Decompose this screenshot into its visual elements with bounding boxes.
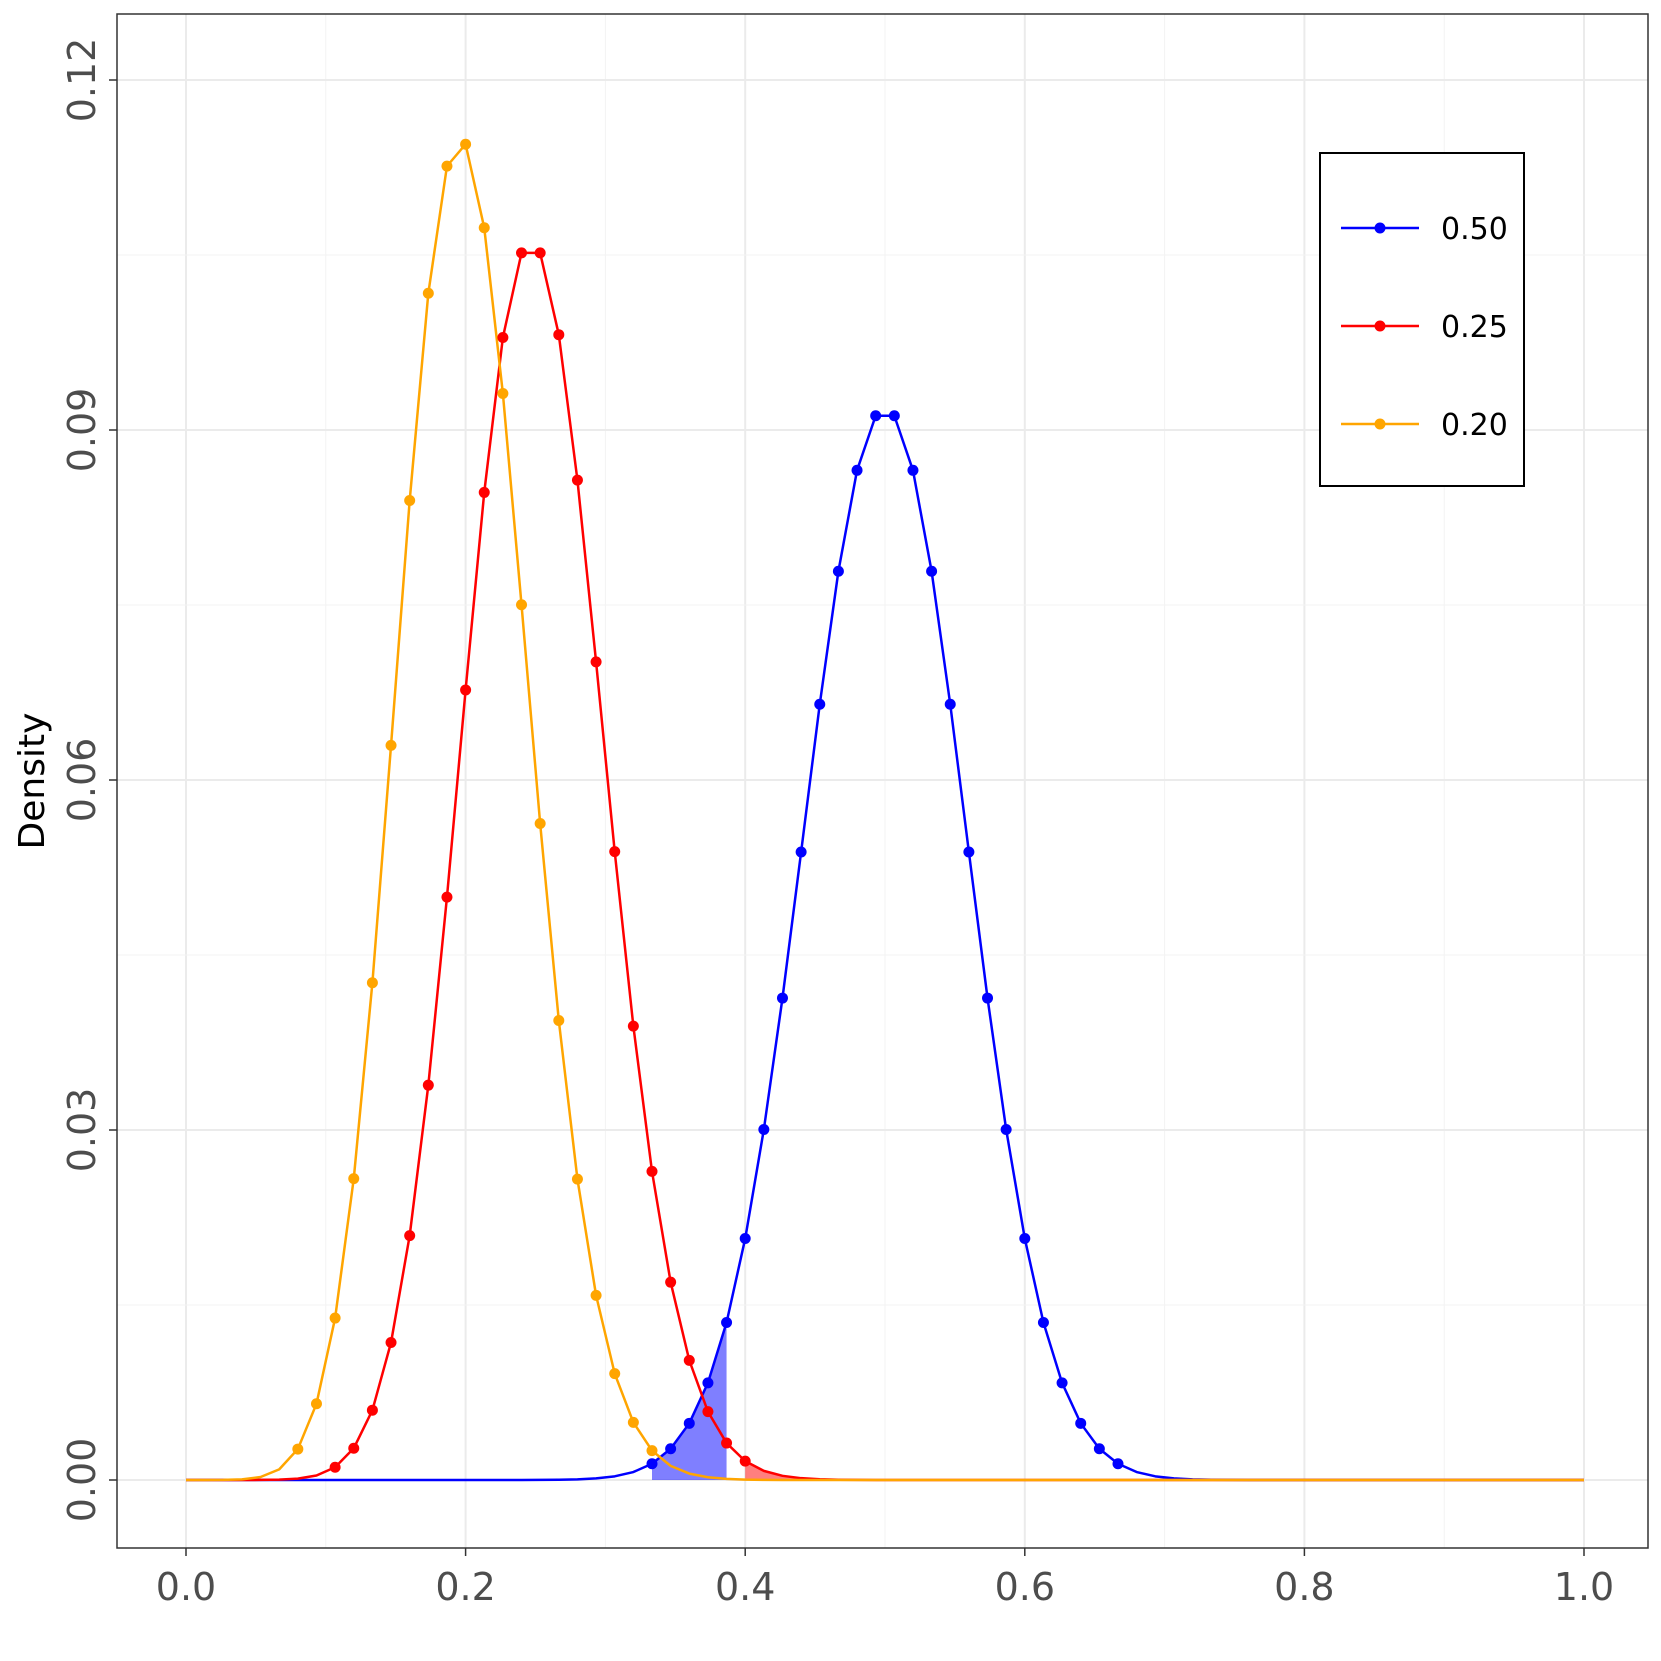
data-point-0.50 bbox=[907, 464, 919, 476]
data-point-0.20 bbox=[571, 1173, 583, 1185]
data-point-0.50 bbox=[739, 1233, 751, 1245]
data-point-0.20 bbox=[422, 287, 434, 299]
data-point-0.25 bbox=[590, 656, 602, 668]
y-axis-title: Density bbox=[12, 713, 53, 850]
legend-key-marker-0.50 bbox=[1374, 222, 1386, 234]
data-point-0.25 bbox=[385, 1337, 397, 1349]
series-lines bbox=[185, 142, 1584, 1482]
data-point-0.50 bbox=[1056, 1377, 1068, 1389]
y-tick-label: 0.03 bbox=[60, 1088, 104, 1173]
data-point-0.20 bbox=[516, 599, 528, 611]
data-point-0.50 bbox=[944, 698, 956, 710]
data-point-0.50 bbox=[721, 1317, 733, 1329]
data-point-0.25 bbox=[609, 846, 621, 858]
data-point-0.50 bbox=[870, 410, 882, 422]
data-point-0.50 bbox=[1093, 1443, 1105, 1455]
legend-label-0.50: 0.50 bbox=[1441, 212, 1508, 247]
data-point-0.25 bbox=[404, 1230, 416, 1242]
data-point-0.25 bbox=[627, 1020, 639, 1032]
data-point-0.25 bbox=[646, 1165, 658, 1177]
data-point-0.50 bbox=[963, 846, 975, 858]
data-point-0.50 bbox=[814, 698, 826, 710]
data-point-0.20 bbox=[404, 494, 416, 506]
data-point-0.20 bbox=[534, 818, 546, 830]
data-point-0.20 bbox=[609, 1368, 621, 1380]
data-point-0.25 bbox=[516, 247, 528, 259]
data-point-0.50 bbox=[1037, 1317, 1049, 1329]
data-point-0.20 bbox=[646, 1445, 658, 1457]
y-tick-label: 0.00 bbox=[60, 1438, 104, 1523]
data-point-0.20 bbox=[553, 1014, 565, 1026]
data-point-0.50 bbox=[1075, 1417, 1087, 1429]
x-tick-label: 0.4 bbox=[715, 1565, 775, 1609]
data-point-0.50 bbox=[851, 464, 863, 476]
data-point-0.25 bbox=[366, 1404, 378, 1416]
data-point-0.25 bbox=[553, 329, 565, 341]
data-point-0.20 bbox=[366, 977, 378, 989]
y-tick-label: 0.12 bbox=[60, 38, 104, 123]
data-point-0.50 bbox=[795, 846, 807, 858]
data-point-0.20 bbox=[441, 160, 453, 172]
data-point-0.25 bbox=[478, 486, 490, 498]
data-point-0.20 bbox=[460, 138, 472, 150]
data-point-0.25 bbox=[497, 332, 509, 344]
data-point-0.50 bbox=[1112, 1458, 1124, 1470]
series-line-0.20 bbox=[185, 142, 1584, 1482]
data-point-0.20 bbox=[497, 387, 509, 399]
data-point-0.20 bbox=[292, 1443, 304, 1455]
data-point-0.25 bbox=[348, 1442, 360, 1454]
legend-label-0.20: 0.20 bbox=[1441, 408, 1508, 443]
y-axis: 0.00 0.03 0.06 0.09 0.12 bbox=[60, 38, 117, 1523]
x-tick-label: 0.8 bbox=[1274, 1565, 1334, 1609]
data-point-0.20 bbox=[310, 1398, 322, 1410]
data-point-0.50 bbox=[888, 410, 900, 422]
x-tick-label: 0.0 bbox=[156, 1565, 216, 1609]
data-point-0.25 bbox=[441, 891, 453, 903]
data-point-0.25 bbox=[329, 1461, 341, 1473]
series-markers bbox=[292, 138, 1124, 1473]
legend-key-marker-0.25 bbox=[1374, 320, 1386, 332]
data-point-0.20 bbox=[329, 1312, 341, 1324]
data-point-0.50 bbox=[982, 992, 994, 1004]
data-point-0.20 bbox=[385, 739, 397, 751]
y-tick-label: 0.06 bbox=[60, 738, 104, 823]
data-point-0.25 bbox=[571, 474, 583, 486]
shaded-area-0.50 bbox=[652, 1322, 727, 1480]
data-point-0.50 bbox=[776, 992, 788, 1004]
x-axis: 0.0 0.2 0.4 0.6 0.8 1.0 bbox=[156, 1548, 1614, 1609]
data-point-0.50 bbox=[1019, 1233, 1031, 1245]
data-point-0.50 bbox=[665, 1443, 677, 1455]
plot-panel-border bbox=[116, 13, 1649, 1549]
data-point-0.25 bbox=[683, 1354, 695, 1366]
data-point-0.25 bbox=[721, 1437, 733, 1449]
data-point-0.50 bbox=[702, 1377, 714, 1389]
x-tick-label: 0.2 bbox=[435, 1565, 495, 1609]
x-tick-label: 1.0 bbox=[1554, 1565, 1614, 1609]
data-point-0.50 bbox=[683, 1417, 695, 1429]
data-point-0.25 bbox=[665, 1276, 677, 1288]
data-point-0.50 bbox=[646, 1458, 658, 1470]
legend-frame bbox=[1319, 152, 1525, 487]
legend-key-marker-0.20 bbox=[1374, 418, 1386, 430]
data-point-0.20 bbox=[478, 222, 490, 234]
data-point-0.20 bbox=[627, 1416, 639, 1428]
x-tick-label: 0.6 bbox=[995, 1565, 1055, 1609]
data-point-0.25 bbox=[534, 247, 546, 259]
data-point-0.20 bbox=[590, 1289, 602, 1301]
data-point-0.20 bbox=[348, 1173, 360, 1185]
legend: 0.50 0.25 0.20 bbox=[1319, 152, 1525, 487]
y-tick-label: 0.09 bbox=[60, 388, 104, 473]
data-point-0.25 bbox=[460, 684, 472, 696]
shaded-regions bbox=[652, 1322, 1584, 1480]
legend-label-0.25: 0.25 bbox=[1441, 310, 1508, 345]
data-point-0.25 bbox=[739, 1455, 751, 1467]
data-point-0.50 bbox=[1000, 1124, 1012, 1136]
data-point-0.25 bbox=[422, 1079, 434, 1091]
data-point-0.25 bbox=[702, 1406, 714, 1418]
data-point-0.50 bbox=[758, 1124, 770, 1136]
data-point-0.50 bbox=[832, 565, 844, 577]
data-point-0.50 bbox=[926, 565, 938, 577]
